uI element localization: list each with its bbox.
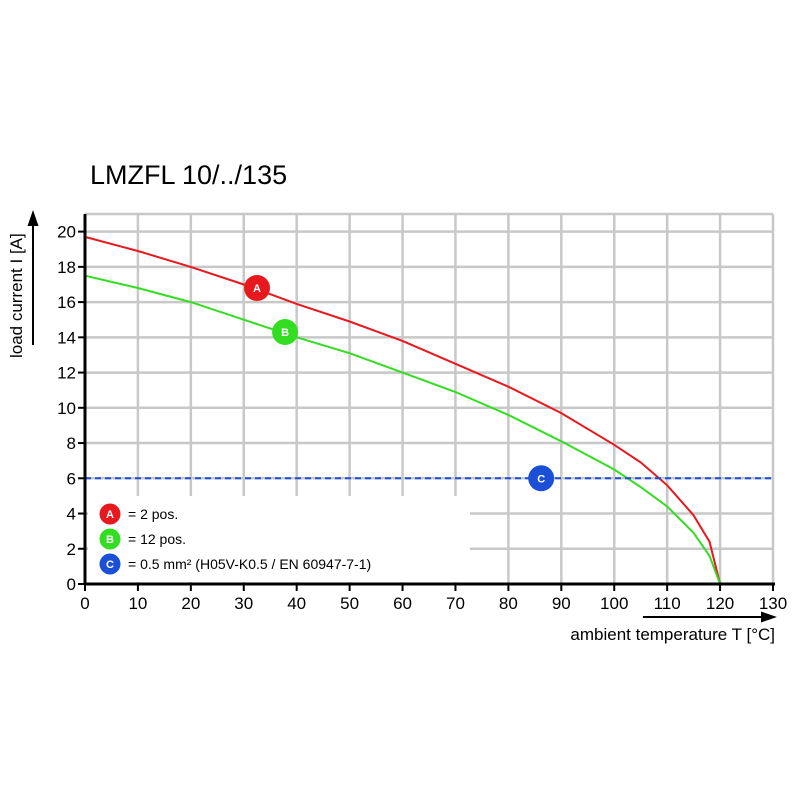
x-tick-label: 10	[128, 594, 147, 613]
marker-letter: A	[253, 283, 261, 295]
legend-marker	[99, 553, 121, 575]
marker-c: C	[528, 465, 555, 492]
marker-a: A	[244, 275, 270, 301]
x-tick-label: 80	[499, 594, 518, 613]
legend-marker-letter: B	[106, 534, 114, 546]
x-tick-label: 100	[600, 594, 628, 613]
x-axis-label: ambient temperature T [°C]	[570, 625, 775, 644]
y-tick-label: 2	[67, 540, 76, 559]
x-tick-label: 110	[654, 594, 681, 613]
x-tick-label: 30	[234, 594, 253, 613]
x-tick-label: 130	[759, 594, 787, 613]
y-tick-label: 12	[57, 364, 76, 383]
x-tick-label: 70	[446, 594, 465, 613]
y-axis-label: load current I [A]	[7, 233, 26, 358]
legend-entry-c: C = 0.5 mm² (H05V-K0.5 / EN 60947-7-1)	[99, 553, 371, 575]
legend-marker	[99, 528, 121, 550]
y-tick-label: 10	[57, 399, 76, 418]
marker-b: B	[272, 319, 299, 346]
y-tick-label: 14	[57, 328, 76, 347]
x-tick-label: 0	[80, 594, 89, 613]
marker-circle	[272, 319, 299, 346]
legend-background	[88, 496, 470, 582]
y-tick-label: 20	[57, 223, 76, 242]
x-tick-label: 120	[706, 594, 734, 613]
legend-marker	[99, 503, 121, 525]
legend-text: = 2 pos.	[128, 506, 178, 522]
marker-letter: B	[281, 327, 289, 339]
legend-marker-letter: A	[106, 509, 114, 521]
legend-marker-letter: C	[106, 559, 114, 571]
x-tick-label: 20	[181, 594, 200, 613]
x-tick-label: 40	[287, 594, 306, 613]
legend-entry-b: B = 12 pos.	[99, 528, 186, 550]
x-tick-label: 90	[552, 594, 571, 613]
y-arrow-head	[27, 210, 39, 226]
marker-letter: C	[537, 473, 545, 485]
series-line-a	[84, 235, 722, 585]
y-tick-label: 0	[67, 575, 76, 594]
legend-text: = 0.5 mm² (H05V-K0.5 / EN 60947-7-1)	[128, 556, 371, 572]
legend-entry-a: A = 2 pos.	[99, 503, 178, 525]
series-lines	[84, 235, 773, 585]
y-tick-label: 6	[67, 469, 76, 488]
y-tick-label: 8	[67, 434, 76, 453]
y-tick-label: 18	[57, 258, 76, 277]
y-tick-label: 4	[67, 505, 76, 524]
marker-circle	[528, 465, 555, 492]
x-arrow-head	[761, 611, 777, 623]
y-tick-label: 16	[57, 293, 76, 312]
legend-box	[88, 496, 470, 582]
tick-labels: 0 10 20 30 40 50 60 70 80 90 100 110 120 130 0 2 4 6 8 10 12…	[57, 223, 787, 613]
x-tick-label: 60	[393, 594, 412, 613]
chart-title: LMZFL 10/../135	[90, 160, 288, 190]
legend-text: = 12 pos.	[128, 531, 186, 547]
x-tick-label: 50	[340, 594, 359, 613]
axes	[27, 210, 777, 623]
curve-markers: A B C	[244, 275, 555, 492]
series-line-b	[84, 274, 722, 585]
legend: A = 2 pos. B = 12 pos. C = 0.5 mm² (H05V-K0.5…	[99, 503, 371, 575]
marker-circle	[244, 275, 270, 301]
